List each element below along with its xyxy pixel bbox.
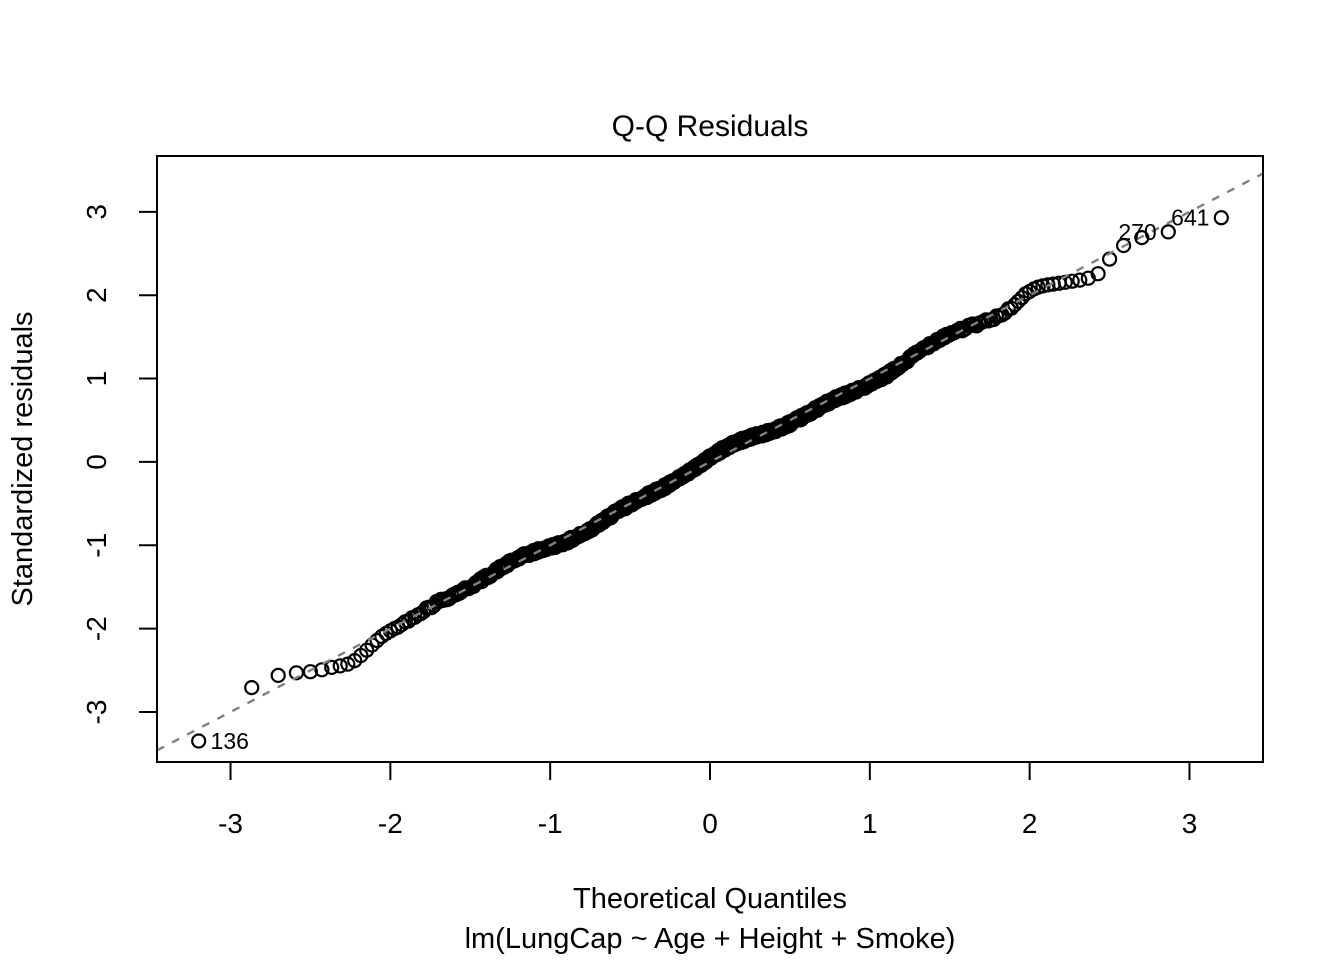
qq-point (1213, 210, 1229, 226)
qq-points-layer (191, 210, 1229, 749)
outlier-labels-layer: 136 270 641 (211, 205, 1210, 754)
x-tick-label: 2 (1022, 808, 1038, 839)
x-tick-label: 0 (702, 808, 718, 839)
x-tick-label: 1 (862, 808, 878, 839)
x-axis-title: Theoretical Quantiles (573, 883, 847, 915)
chart-title: Q-Q Residuals (612, 110, 809, 143)
qq-point (302, 664, 318, 680)
qq-point (1040, 277, 1056, 293)
outlier-label: 270 (1118, 219, 1156, 245)
qq-point (1072, 272, 1088, 288)
qq-point (332, 658, 348, 674)
qq-point (191, 733, 207, 749)
y-tick-label: 0 (81, 454, 112, 470)
model-caption: lm(LungCap ~ Age + Height + Smoke) (465, 923, 956, 955)
qq-point (244, 679, 260, 696)
qq-point (1090, 266, 1106, 282)
qq-point (1115, 237, 1132, 254)
y-tick-label: 2 (81, 287, 112, 303)
x-tick-label: -1 (538, 808, 563, 839)
qq-point (1160, 224, 1176, 240)
qq-point (1064, 273, 1080, 289)
axes-layer: -3 -2 -1 0 1 2 3 -3 -2 -1 0 1 2 3 (81, 155, 1264, 839)
x-tick-label: -2 (378, 808, 403, 839)
y-tick-label: -2 (81, 616, 112, 641)
qq-point (314, 662, 330, 678)
x-tick-label: -3 (218, 808, 243, 839)
outlier-label: 136 (211, 728, 249, 754)
y-tick-label: -1 (81, 533, 112, 558)
qq-point (270, 667, 286, 684)
qq-reference-line (156, 172, 1264, 752)
y-tick-label: 1 (81, 371, 112, 387)
qq-point (324, 659, 340, 676)
y-tick-label: -3 (81, 700, 112, 725)
y-axis-title: Standardized residuals (7, 311, 39, 606)
x-tick-label: 3 (1182, 808, 1198, 839)
outlier-label: 641 (1171, 205, 1209, 231)
reference-line-layer (156, 172, 1264, 752)
qq-point (1134, 230, 1150, 246)
y-tick-label: 3 (81, 204, 112, 220)
